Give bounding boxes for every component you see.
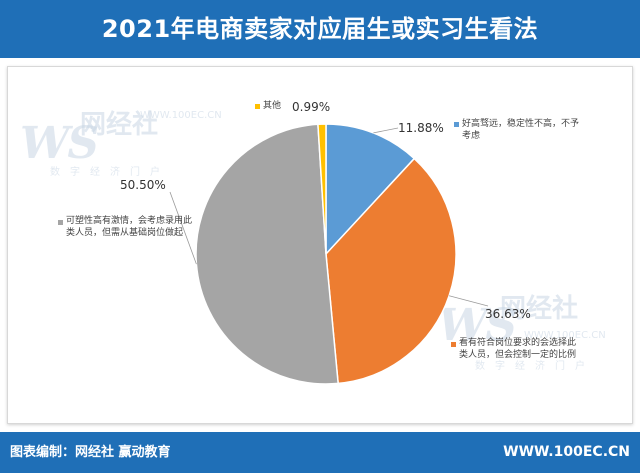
watermark-name: 网经社 [80, 110, 159, 140]
watermark-subtitle: 数字经济门户 [50, 167, 170, 178]
legend-swatch-potential [58, 220, 63, 225]
legend-label-unstable: 好高骛远，稳定性不高，不予考虑 [462, 119, 580, 141]
leader-line [169, 191, 197, 265]
leader-line [448, 295, 489, 307]
leader-line [373, 127, 399, 134]
pie-slice-unstable [325, 123, 416, 256]
value-label-hire-control: 36.63% [485, 307, 531, 321]
watermark-logo: WS [20, 118, 99, 169]
legend-label-hire-control: 看有符合岗位要求的会选择此类人员，但会控制一定的比例 [459, 338, 577, 360]
value-label-potential: 50.50% [120, 178, 166, 192]
page-title: 2021年电商卖家对应届生或实习生看法 [101, 15, 539, 43]
watermark-url-2: WWW.100EC.CN [524, 330, 606, 341]
header-bar: 2021年电商卖家对应届生或实习生看法 [0, 0, 640, 58]
footer-url: WWW.100EC.CN [503, 444, 630, 460]
value-label-unstable: 11.88% [398, 121, 444, 135]
footer-bar: 图表编制：网经社 赢动教育 WWW.100EC.CN [0, 432, 640, 473]
watermark-name-2: 网经社 [500, 294, 579, 324]
legend-swatch-other [255, 104, 260, 109]
legend-label-other: 其他 [263, 101, 282, 111]
legend-swatch-hire-control [451, 342, 456, 347]
legend-label-potential: 可塑性高有激情，会考虑录用此类人员，但需从基础岗位做起 [66, 216, 193, 238]
watermark-url: WWW.100EC.CN [140, 110, 222, 121]
value-label-other: 0.99% [292, 100, 331, 114]
footer-credit: 图表编制：网经社 赢动教育 [10, 445, 171, 460]
pie-slice-other [317, 123, 327, 255]
legend-swatch-unstable [454, 122, 459, 127]
pie-slice-potential [195, 123, 339, 385]
watermark-subtitle-2: 数字经济门户 [475, 361, 595, 372]
